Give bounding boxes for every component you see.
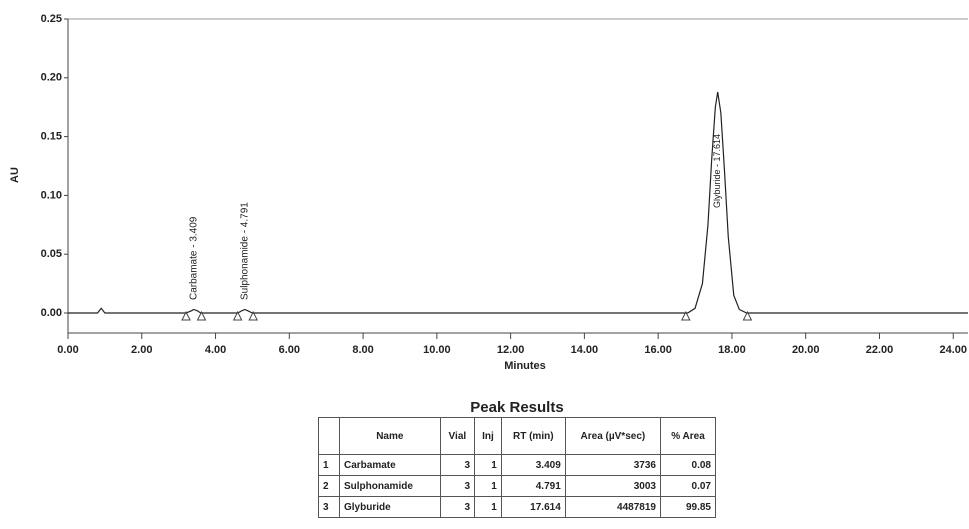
y-tick-label: 0.05: [41, 248, 62, 260]
peak-label: Sulphonamide - 4.791: [239, 202, 250, 300]
table-cell: 1: [318, 454, 340, 476]
table-cell: 99.85: [659, 496, 717, 518]
x-tick-label: 22.00: [866, 344, 894, 356]
table-cell: Glyburide: [339, 496, 441, 518]
table-cell: 3003: [564, 475, 661, 497]
baseline-marker: [232, 310, 243, 321]
baseline-marker: [181, 310, 191, 321]
x-tick-label: 14.00: [571, 344, 599, 356]
baseline-marker: [742, 310, 753, 321]
table-cell: 3: [439, 496, 476, 518]
x-tick-label: 18.00: [718, 344, 746, 356]
x-tick-label: 10.00: [423, 344, 451, 356]
table-cell: 1: [474, 475, 502, 497]
table-cell: 3736: [564, 454, 661, 476]
baseline-marker: [248, 310, 258, 321]
column-header: RT (min): [500, 417, 566, 455]
table-cell: 0.07: [659, 475, 717, 497]
column-header: Area (µV*sec): [564, 417, 661, 455]
table-row: 2 Sulphonamide 3 1 4.791 3003 0.07: [318, 475, 717, 497]
table-cell: 3: [439, 454, 476, 476]
x-axis-label: Minutes: [504, 360, 546, 372]
x-tick-label: 4.00: [205, 344, 226, 356]
table-cell: 2: [318, 475, 340, 497]
signal-line: [68, 91, 968, 314]
x-tick-label: 20.00: [792, 344, 820, 356]
x-tick-label: 8.00: [352, 344, 373, 356]
x-tick-label: 2.00: [131, 344, 152, 356]
blank-header: [318, 417, 340, 455]
column-header: Name: [339, 417, 441, 455]
x-tick-label: 24.00: [939, 344, 967, 356]
x-tick-label: 6.00: [279, 344, 300, 356]
chart: AU Minutes 0.00 0.05 0.10 0.15 0.20 0.25 0.00 2…: [9, 13, 968, 372]
y-axis-label: AU: [9, 167, 21, 183]
table-cell: 3: [318, 496, 340, 518]
x-tick-label: 16.00: [644, 344, 672, 356]
table-cell: Carbamate: [339, 454, 441, 476]
y-tick-label: 0.25: [41, 13, 62, 25]
baseline-marker: [681, 310, 691, 321]
table-cell: 4.791: [500, 475, 566, 497]
table-cell: Sulphonamide: [339, 475, 441, 497]
baseline-marker: [196, 310, 207, 321]
peak-label: Carbamate - 3.409: [188, 216, 199, 300]
y-tick-label: 0.10: [41, 189, 62, 201]
table-title: Peak Results: [470, 399, 564, 416]
table-cell: 17.614: [500, 496, 566, 518]
x-tick-label: 12.00: [497, 344, 525, 356]
column-header: % Area: [659, 417, 717, 455]
table-cell: 1: [474, 496, 502, 518]
peak-table: Name Vial Inj RT (min) Area (µV*sec)% Area 1…: [318, 417, 717, 518]
table-cell: 3.409: [500, 454, 566, 476]
table-row: 1 Carbamate 3 1 3.409 3736 0.08: [318, 454, 717, 476]
table-cell: 3: [439, 475, 476, 497]
table-row: 3 Glyburide 3 1 17.614 4487819 99.85: [318, 496, 717, 518]
y-tick-label: 0.00: [41, 307, 62, 319]
peak-label: Glyburide - 17.614: [712, 134, 722, 208]
table-cell: 4487819: [564, 496, 661, 518]
column-header: Vial: [439, 417, 476, 455]
x-tick-label: 0.00: [57, 344, 78, 356]
y-tick-label: 0.20: [41, 72, 62, 84]
table-cell: 0.08: [659, 454, 717, 476]
y-tick-label: 0.15: [41, 131, 62, 143]
column-header: Inj: [474, 417, 502, 455]
table-cell: 1: [474, 454, 502, 476]
